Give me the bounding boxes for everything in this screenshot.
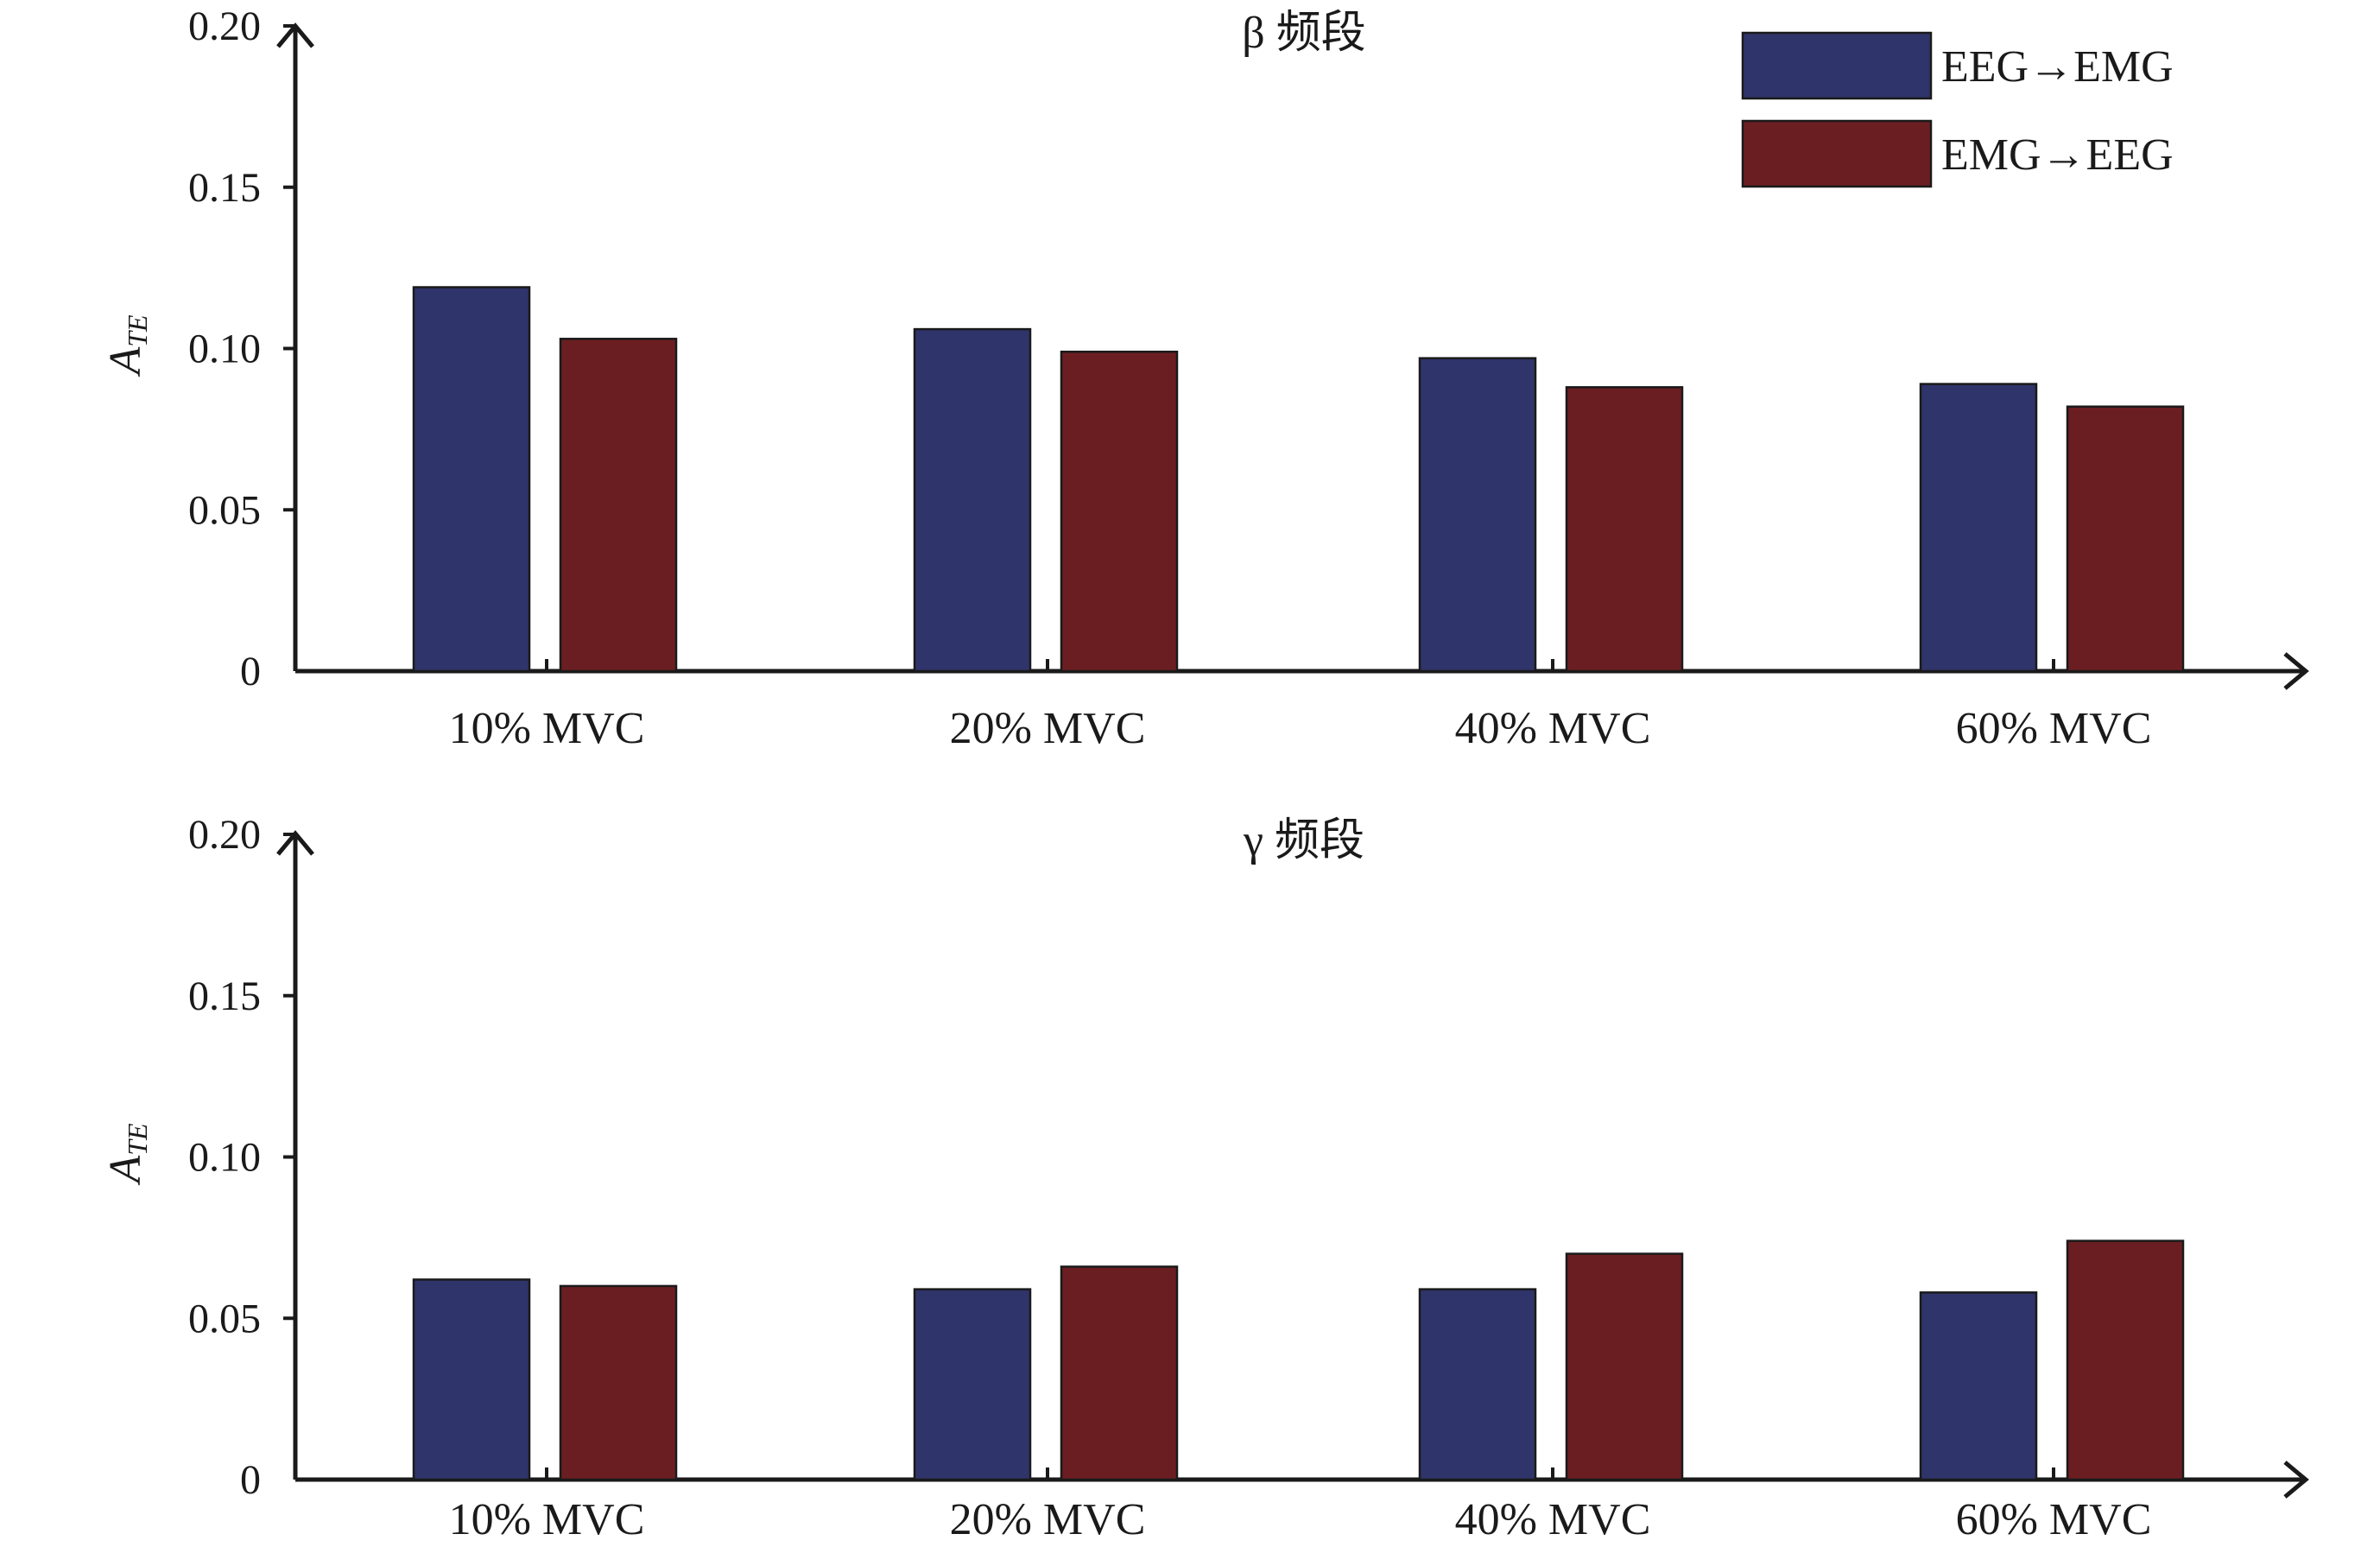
y-tick-label: 0.05 [188, 1296, 261, 1341]
y-tick-label: 0.20 [188, 812, 261, 858]
bar-eeg-to-emg-4 [1919, 383, 2038, 673]
y-tick-label: 0.20 [188, 3, 261, 49]
bar-eeg-to-emg-3 [1418, 1288, 1537, 1481]
x-axis-arrow [2283, 652, 2309, 690]
panel-title: γ 频段 [1243, 816, 1364, 865]
x-axis-arrow [2283, 1461, 2309, 1499]
x-category-label: 20% MVC [950, 704, 1146, 753]
chart-panel-1: 0 0.05 0.10 0.15 0.20 ATE β 频段 10% MVC 20% MVC 40… [101, 3, 2309, 753]
legend-label: EMG→EEG [1941, 130, 2174, 180]
bar-emg-to-eeg-2 [1060, 350, 1179, 673]
bar-emg-to-eeg-4 [2066, 1239, 2185, 1481]
legend-label: EEG→EMG [1941, 42, 2174, 92]
y-axis-label: ATE [101, 1123, 153, 1186]
bar-eeg-to-emg-1 [412, 286, 531, 673]
bar-emg-to-eeg-1 [559, 338, 678, 673]
bar-eeg-to-emg-2 [913, 1288, 1032, 1481]
bar-eeg-to-emg-2 [913, 327, 1032, 673]
y-tick-label: 0.15 [188, 973, 261, 1019]
x-category-label: 40% MVC [1455, 704, 1651, 753]
bar-eeg-to-emg-1 [412, 1278, 531, 1481]
panel-title: β 频段 [1242, 9, 1365, 58]
bar-eeg-to-emg-4 [1919, 1291, 2038, 1481]
bar-emg-to-eeg-3 [1565, 1252, 1684, 1481]
y-tick-label: 0 [240, 649, 261, 694]
bar-eeg-to-emg-3 [1418, 357, 1537, 673]
y-tick-label: 0.05 [188, 487, 261, 533]
y-tick-label: 0 [240, 1457, 261, 1503]
x-category-label: 20% MVC [950, 1495, 1146, 1544]
legend-swatch [1741, 31, 1933, 100]
bar-emg-to-eeg-1 [559, 1284, 678, 1481]
x-category-label: 40% MVC [1455, 1495, 1651, 1544]
legend-swatch [1741, 119, 1933, 188]
y-tick-label: 0.10 [188, 326, 261, 372]
x-category-label: 60% MVC [1956, 704, 2152, 753]
bar-emg-to-eeg-4 [2066, 405, 2185, 673]
legend: EEG→EMG EMG→EEG [1741, 31, 2174, 188]
bar-emg-to-eeg-3 [1565, 386, 1684, 673]
x-category-label: 10% MVC [449, 1495, 645, 1544]
y-tick-label: 0.10 [188, 1135, 261, 1181]
chart-panel-2: 0 0.05 0.10 0.15 0.20 ATE γ 频段 10% MVC 20% MVC 40… [101, 812, 2309, 1544]
y-tick-label: 0.15 [188, 165, 261, 211]
y-axis-label: ATE [101, 314, 153, 377]
bar-emg-to-eeg-2 [1060, 1265, 1179, 1481]
x-category-label: 10% MVC [449, 704, 645, 753]
x-category-label: 60% MVC [1956, 1495, 2152, 1544]
